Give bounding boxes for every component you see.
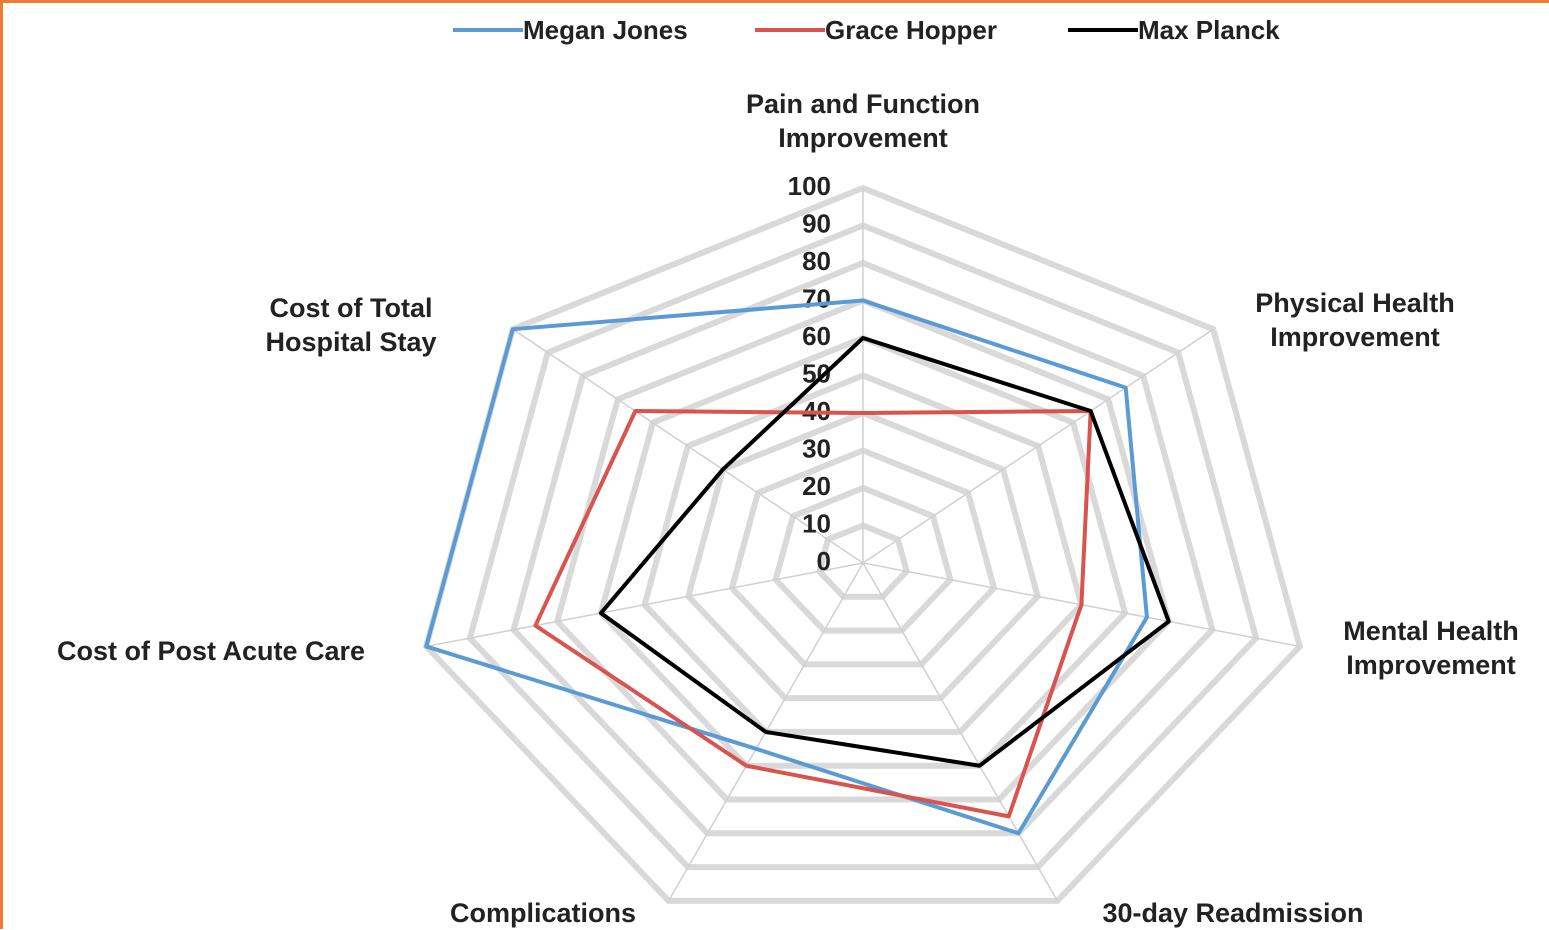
legend-label: Max Planck — [1138, 15, 1280, 45]
legend-label: Megan Jones — [523, 15, 688, 45]
r-tick-label: 0 — [817, 546, 831, 576]
grid-ring — [728, 447, 998, 668]
category-label: Cost of Total Hospital Stay — [265, 293, 437, 357]
grid-ring — [815, 522, 911, 600]
r-tick-label: 100 — [788, 171, 831, 201]
r-tick-label: 60 — [802, 321, 831, 351]
legend-label: Grace Hopper — [825, 15, 997, 45]
grid-ring — [553, 297, 1173, 803]
category-label: Physical Health Improvement — [1255, 288, 1455, 352]
grid-ring — [510, 259, 1216, 837]
spoke — [512, 328, 864, 564]
grid-ring — [772, 484, 954, 634]
category-label: Mental Health Improvement — [1343, 616, 1519, 680]
series-line — [533, 409, 1093, 819]
category-label: 30-day Readmission — [1102, 898, 1364, 928]
series-line — [598, 336, 1171, 768]
spoke — [862, 562, 1059, 902]
category-label: Complications — [449, 898, 637, 928]
r-tick-label: 80 — [802, 246, 831, 276]
grid-ring — [597, 334, 1129, 769]
series-line — [424, 298, 1149, 836]
spoke — [426, 562, 864, 648]
grid-ring — [684, 409, 1042, 702]
grid-ring — [466, 222, 1260, 871]
grid-ring — [641, 372, 1085, 735]
r-tick-label: 30 — [802, 433, 831, 463]
r-tick-label: 90 — [802, 208, 831, 238]
category-label: Pain and Function Improvement — [746, 89, 980, 153]
r-tick-label: 70 — [802, 283, 831, 313]
r-tick-label: 10 — [802, 508, 831, 538]
r-tick-label: 20 — [802, 471, 831, 501]
category-label: Cost of Post Acute Care — [56, 636, 366, 666]
spoke — [862, 328, 1214, 564]
